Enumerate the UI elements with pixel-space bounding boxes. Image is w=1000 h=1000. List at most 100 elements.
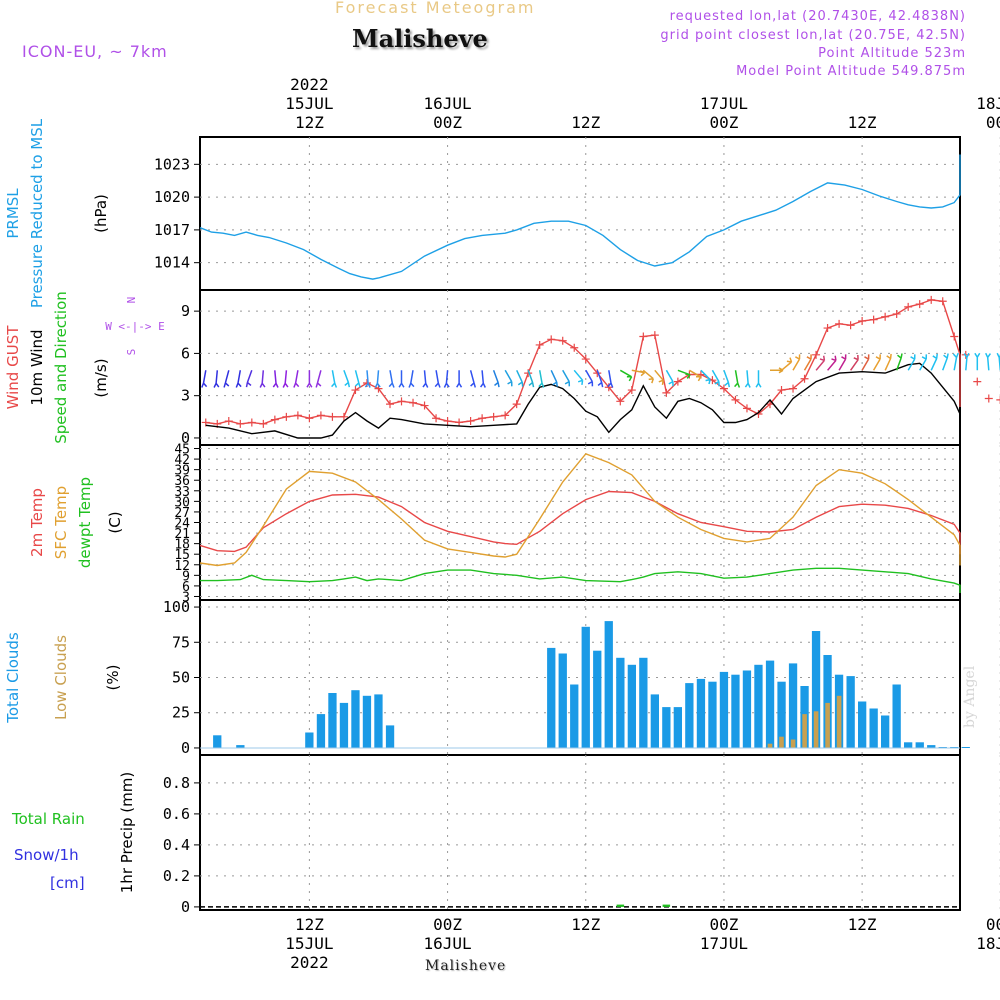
top-time-label: 15JUL xyxy=(285,94,333,113)
wind-direction-arrow xyxy=(538,370,545,388)
legend-snow-unit: [cm] xyxy=(50,874,85,892)
gust-marker xyxy=(846,321,855,330)
bottom-time-label: 2022 xyxy=(290,953,329,972)
unit-label: (%) xyxy=(104,665,122,691)
bar-low-clouds xyxy=(790,739,796,748)
gust-marker xyxy=(881,312,890,321)
bar-low-clouds xyxy=(779,736,784,748)
gust-marker xyxy=(570,343,579,352)
bar-total-clouds xyxy=(742,670,752,748)
gust-marker xyxy=(501,411,510,420)
bar-total-clouds xyxy=(673,707,682,748)
legend-snow: Snow/1h xyxy=(14,846,79,864)
point-altitude: Point Altitude 523m xyxy=(818,46,966,61)
wind-direction-arrow xyxy=(422,370,429,388)
wind-direction-arrow xyxy=(504,369,513,387)
top-time-label: 00Z xyxy=(709,113,738,132)
wind-direction-arrow xyxy=(827,355,837,371)
legend-total-rain: Total Rain xyxy=(11,810,85,828)
wind-direction-arrow xyxy=(755,370,762,388)
wind-direction-arrow xyxy=(689,369,702,382)
gust-marker xyxy=(996,395,1000,404)
wind-direction-arrow xyxy=(642,369,655,384)
gust-marker xyxy=(650,331,659,340)
wind-direction-arrow xyxy=(677,369,691,379)
top-time-label: 17JUL xyxy=(700,94,748,113)
wind-direction-arrow xyxy=(374,370,381,388)
y-tick-label: 12 xyxy=(174,559,190,574)
bar-total-clouds xyxy=(731,674,740,748)
y-tick-label: 0 xyxy=(181,898,190,916)
series-line-2m-temp xyxy=(199,490,961,555)
gust-marker xyxy=(293,411,302,420)
gust-marker xyxy=(328,412,337,421)
watermark: by Angel xyxy=(962,665,978,728)
series-line-dewpt-temp xyxy=(200,567,961,593)
gust-marker xyxy=(673,377,682,386)
top-time-label: 16JUL xyxy=(423,94,471,113)
top-time-label: 18JUL xyxy=(976,94,1000,113)
wind-direction-arrow xyxy=(527,370,535,388)
wind-direction-arrow xyxy=(585,369,594,387)
wind-direction-arrow xyxy=(201,370,208,388)
wind-direction-arrow xyxy=(781,357,793,371)
bar-total-clouds xyxy=(362,695,372,748)
y-tick-label: 18 xyxy=(174,538,190,553)
bar-total-clouds xyxy=(869,708,878,748)
bar-total-clouds xyxy=(558,653,567,748)
gust-marker xyxy=(662,388,671,397)
bottom-time-label: 12Z xyxy=(848,915,877,934)
gust-marker xyxy=(950,332,959,341)
grid-point-coordinates: grid point closest lon,lat (20.75E, 42.5… xyxy=(660,28,966,43)
bar-total-clouds xyxy=(904,742,913,748)
bar-total-clouds xyxy=(593,650,602,748)
wind-direction-arrow xyxy=(803,354,812,371)
wind-direction-arrow xyxy=(306,370,313,388)
bar-low-clouds xyxy=(836,695,842,748)
bar-total-clouds xyxy=(892,684,901,748)
wind-direction-arrow xyxy=(456,370,463,388)
bar-total-clouds xyxy=(581,626,590,748)
bottom-time-label: 12Z xyxy=(295,915,324,934)
wind-direction-arrow xyxy=(492,370,500,388)
wind-direction-arrow xyxy=(272,370,279,388)
gust-marker xyxy=(201,418,210,427)
y-tick-label: 75 xyxy=(172,633,190,651)
requested-coordinates: requested lon,lat (20.7430E, 42.4838N) xyxy=(669,9,966,24)
wind-direction-arrow xyxy=(884,353,892,371)
gust-marker xyxy=(984,394,993,403)
y-axis-label: PRMSL xyxy=(4,188,22,239)
bar-total-clouds xyxy=(788,663,798,748)
bottom-time-label: 15JUL xyxy=(285,934,333,953)
y-tick-label: 6 xyxy=(181,344,190,362)
wind-direction-arrow xyxy=(293,370,300,388)
y-axis-label: 2m Temp xyxy=(28,488,46,557)
wind-direction-arrow xyxy=(443,370,450,388)
wind-direction-arrow xyxy=(607,370,614,388)
wind-direction-arrow xyxy=(792,354,801,371)
top-time-label: 00Z xyxy=(433,113,462,132)
wind-direction-arrow xyxy=(985,352,992,371)
gust-marker xyxy=(247,418,256,427)
bar-total-clouds xyxy=(881,715,890,748)
panel-wind xyxy=(194,289,1000,446)
gust-marker xyxy=(270,415,279,424)
wind-direction-arrow xyxy=(354,370,361,388)
model-label: ICON-EU, ~ 7km xyxy=(22,42,168,61)
wind-direction-arrow xyxy=(723,370,731,388)
bar-total-clouds xyxy=(627,664,636,748)
y-axis-label: Pressure Reduced to MSL xyxy=(28,118,46,308)
bar-total-clouds xyxy=(547,647,556,748)
gust-marker xyxy=(547,335,556,344)
gust-marker xyxy=(639,332,648,341)
wind-direction-arrow xyxy=(479,370,486,388)
y-tick-label: 100 xyxy=(163,598,190,616)
bar-total-clouds xyxy=(616,657,625,748)
gust-marker xyxy=(351,386,360,395)
y-tick-label: 50 xyxy=(172,669,190,687)
bar-total-clouds xyxy=(374,694,383,748)
bar-low-clouds xyxy=(813,711,819,748)
wind-direction-arrow xyxy=(596,370,604,388)
top-time-label: 12Z xyxy=(571,113,600,132)
y-tick-label: 36 xyxy=(174,474,190,489)
